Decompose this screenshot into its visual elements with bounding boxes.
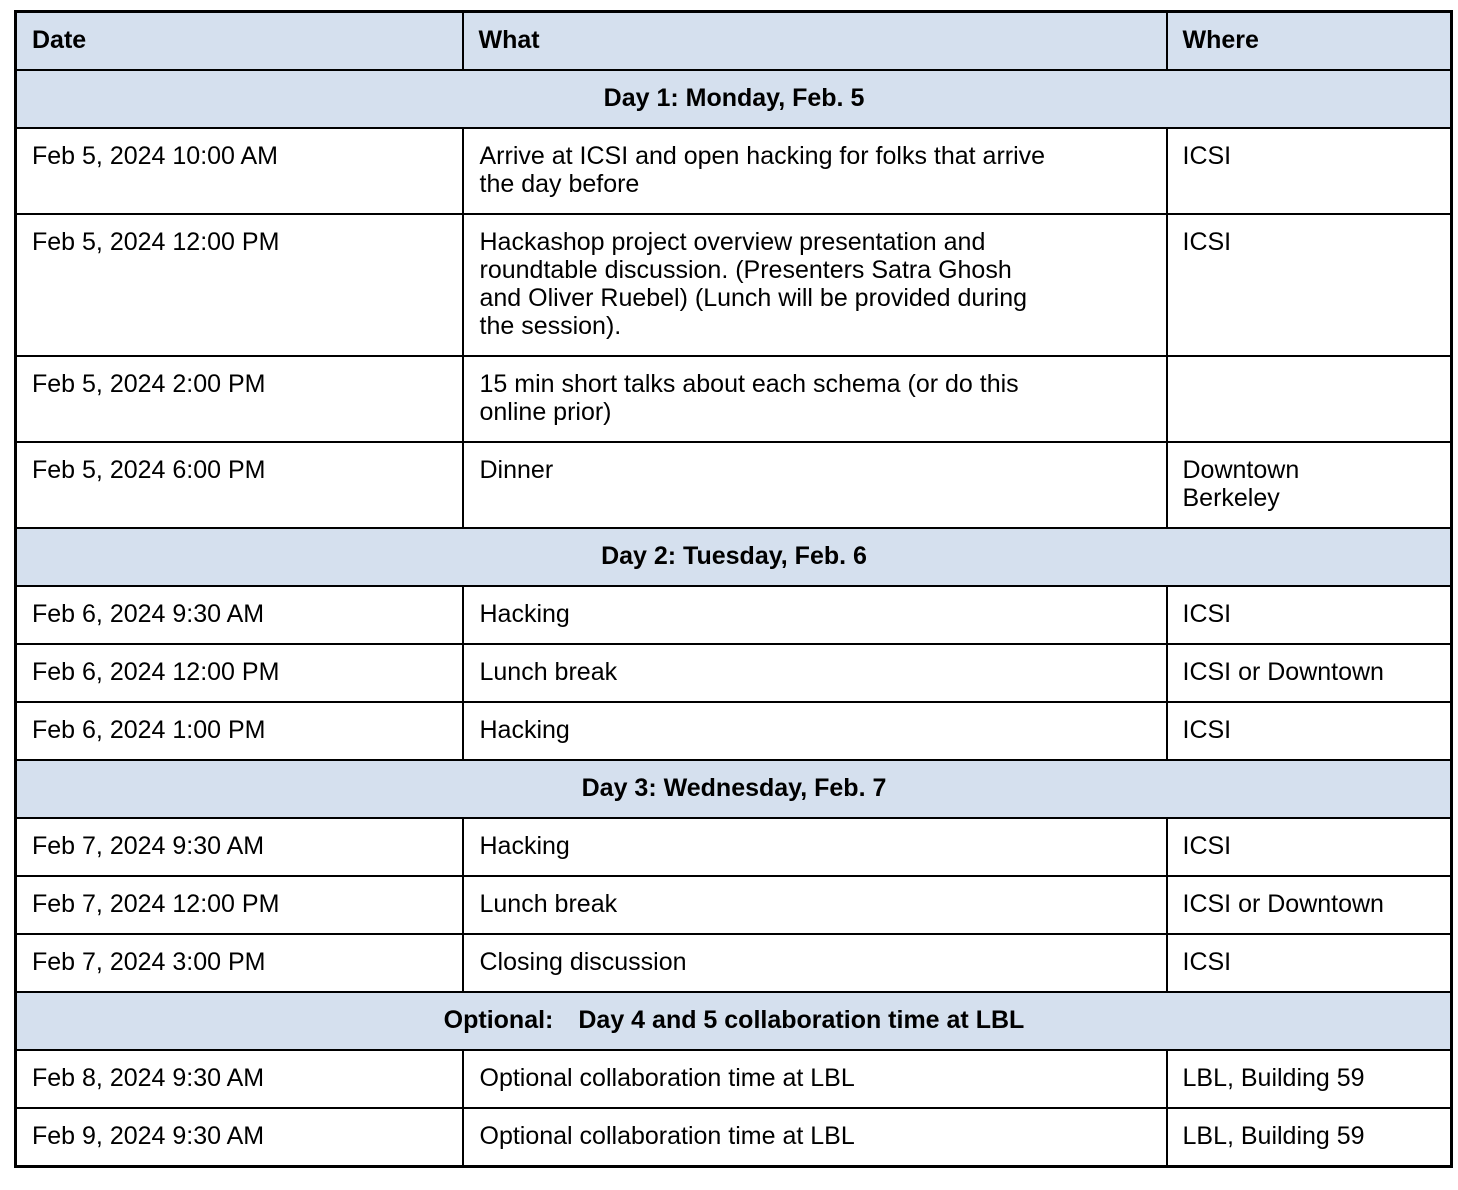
what-cell: Optional collaboration time at LBL — [461, 1049, 1168, 1109]
section-header-row: Optional: Day 4 and 5 collaboration time… — [14, 991, 1453, 1051]
schedule-row: Feb 5, 2024 6:00 PM Dinner Downtown Berkel… — [14, 441, 1453, 529]
schedule-row: Feb 6, 2024 12:00 PM Lunch break ICSI or D… — [14, 643, 1453, 703]
what-cell: Hackashop project overview presentation … — [461, 213, 1168, 357]
section-header-title: Day 2: Tuesday, Feb. 6 — [14, 527, 1453, 587]
what-cell: Dinner — [461, 441, 1168, 529]
section-header-title: Day 1: Monday, Feb. 5 — [14, 69, 1453, 129]
where-cell: ICSI — [1165, 585, 1453, 645]
what-cell: 15 min short talks about each schema (or… — [461, 355, 1168, 443]
date-cell: Feb 5, 2024 10:00 AM — [14, 127, 464, 215]
column-header-where: Where — [1165, 10, 1453, 71]
schedule-row: Feb 7, 2024 9:30 AM Hacking ICSI — [14, 817, 1453, 877]
where-cell: ICSI — [1165, 127, 1453, 215]
where-cell: LBL, Building 59 — [1165, 1107, 1453, 1168]
what-cell: Hacking — [461, 585, 1168, 645]
date-cell: Feb 6, 2024 9:30 AM — [14, 585, 464, 645]
section-header-title: Optional: Day 4 and 5 collaboration time… — [14, 991, 1453, 1051]
where-cell: ICSI or Downtown — [1165, 875, 1453, 935]
date-cell: Feb 6, 2024 12:00 PM — [14, 643, 464, 703]
date-cell: Feb 7, 2024 9:30 AM — [14, 817, 464, 877]
schedule-row: Feb 6, 2024 9:30 AM Hacking ICSI — [14, 585, 1453, 645]
date-cell: Feb 5, 2024 6:00 PM — [14, 441, 464, 529]
date-cell: Feb 5, 2024 2:00 PM — [14, 355, 464, 443]
column-header-date: Date — [14, 10, 464, 71]
section-header-row: Day 2: Tuesday, Feb. 6 — [14, 527, 1453, 587]
where-cell: Downtown Berkeley — [1165, 441, 1453, 529]
date-cell: Feb 6, 2024 1:00 PM — [14, 701, 464, 761]
what-cell: Optional collaboration time at LBL — [461, 1107, 1168, 1168]
where-cell: ICSI or Downtown — [1165, 643, 1453, 703]
section-header-row: Day 1: Monday, Feb. 5 — [14, 69, 1453, 129]
where-cell: ICSI — [1165, 933, 1453, 993]
where-cell: ICSI — [1165, 701, 1453, 761]
date-cell: Feb 9, 2024 9:30 AM — [14, 1107, 464, 1168]
what-cell: Lunch break — [461, 643, 1168, 703]
schedule-row: Feb 8, 2024 9:30 AM Optional collaboratio… — [14, 1049, 1453, 1109]
date-cell: Feb 8, 2024 9:30 AM — [14, 1049, 464, 1109]
section-header-title: Day 3: Wednesday, Feb. 7 — [14, 759, 1453, 819]
what-cell: Hacking — [461, 817, 1168, 877]
date-cell: Feb 7, 2024 12:00 PM — [14, 875, 464, 935]
schedule-row: Feb 5, 2024 2:00 PM 15 min short talks ab… — [14, 355, 1453, 443]
schedule-table: Date What Where Day 1: Monday, Feb. 5 Feb… — [14, 10, 1453, 1168]
date-cell: Feb 7, 2024 3:00 PM — [14, 933, 464, 993]
schedule-row: Feb 9, 2024 9:30 AM Optional collaboratio… — [14, 1107, 1453, 1168]
what-cell: Closing discussion — [461, 933, 1168, 993]
what-cell: Lunch break — [461, 875, 1168, 935]
date-cell: Feb 5, 2024 12:00 PM — [14, 213, 464, 357]
where-cell: LBL, Building 59 — [1165, 1049, 1453, 1109]
what-cell: Arrive at ICSI and open hacking for folk… — [461, 127, 1168, 215]
where-cell: ICSI — [1165, 213, 1453, 357]
schedule-row: Feb 5, 2024 10:00 AM Arrive at ICSI and o… — [14, 127, 1453, 215]
what-cell: Hacking — [461, 701, 1168, 761]
where-cell — [1165, 355, 1453, 443]
column-header-row: Date What Where — [14, 10, 1453, 71]
column-header-what: What — [461, 10, 1168, 71]
schedule-row: Feb 7, 2024 12:00 PM Lunch break ICSI or D… — [14, 875, 1453, 935]
schedule-row: Feb 5, 2024 12:00 PM Hackashop project ov… — [14, 213, 1453, 357]
where-cell: ICSI — [1165, 817, 1453, 877]
schedule-row: Feb 7, 2024 3:00 PM Closing discussion ICS… — [14, 933, 1453, 993]
schedule-row: Feb 6, 2024 1:00 PM Hacking ICSI — [14, 701, 1453, 761]
section-header-row: Day 3: Wednesday, Feb. 7 — [14, 759, 1453, 819]
